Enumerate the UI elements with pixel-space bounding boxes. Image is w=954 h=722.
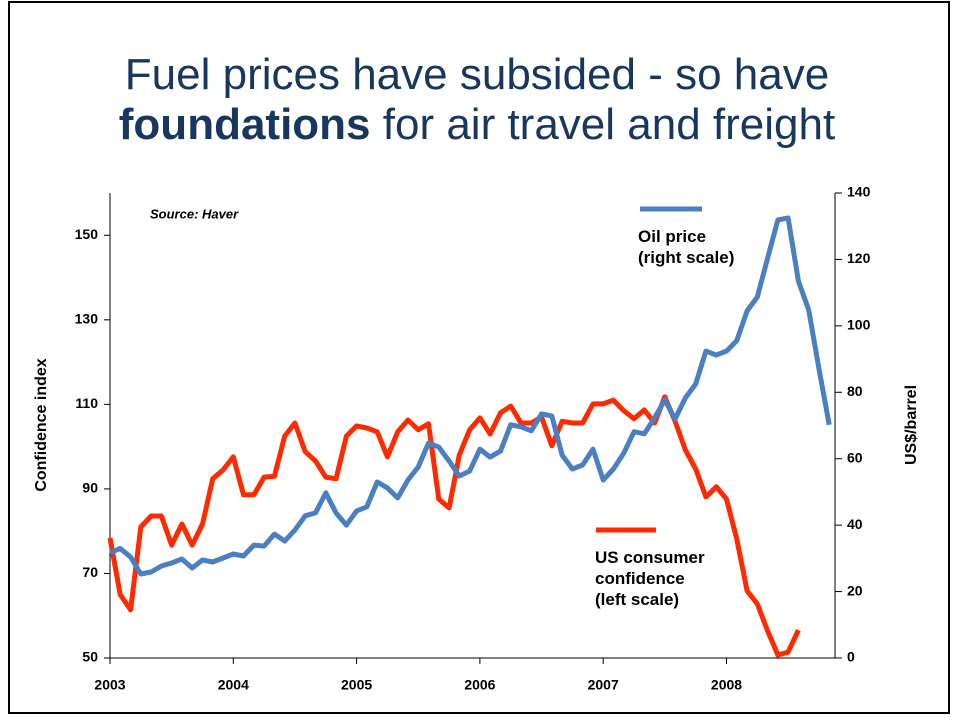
y-tick-label: 150 [75, 226, 99, 242]
y-tick-label: 50 [82, 649, 98, 665]
y-tick-label: 110 [75, 395, 98, 411]
x-tick-label: 2004 [218, 677, 249, 693]
x-tick-label: 2005 [341, 677, 372, 693]
y-tick-label: 130 [75, 311, 99, 327]
series-line [108, 215, 832, 577]
y2-tick-label: 60 [847, 449, 863, 465]
y-tick-label: 90 [82, 480, 98, 496]
x-tick-label: 2008 [711, 677, 742, 693]
y-tick-label: 70 [82, 564, 98, 580]
y2-tick-label: 0 [847, 649, 855, 665]
legend-label: US consumer confidence [595, 548, 705, 588]
y2-tick-label: 120 [847, 250, 871, 266]
y2-tick-label: 80 [847, 383, 863, 399]
slide-frame [8, 1, 950, 714]
y2-tick-label: 20 [847, 582, 863, 598]
y2-tick-label: 140 [847, 184, 871, 200]
x-tick-label: 2003 [94, 677, 125, 693]
title-line: Fuel prices have subsided - so have [124, 50, 830, 99]
title-rest: for air travel and freight [382, 100, 836, 149]
title-line: foundations for air travel and freight [0, 100, 954, 150]
y2-axis-label: US$/barrel [903, 385, 920, 465]
x-tick-label: 2006 [464, 677, 495, 693]
legend-entry: Oil price (right scale) [638, 226, 778, 268]
y2-tick-label: 40 [847, 516, 863, 532]
legend-entry: US consumer confidence (left scale) [595, 547, 720, 610]
legend-note: (right scale) [638, 248, 735, 267]
title-bold: foundations [118, 100, 371, 149]
series-line [107, 394, 801, 658]
y2-tick-label: 100 [847, 317, 871, 333]
x-tick-label: 2007 [588, 677, 619, 693]
legend-label: Oil price [638, 227, 707, 246]
legend-note: (left scale) [595, 590, 680, 609]
source-note: Source: Haver [150, 206, 239, 221]
y-axis-label: Confidence index [33, 358, 50, 491]
